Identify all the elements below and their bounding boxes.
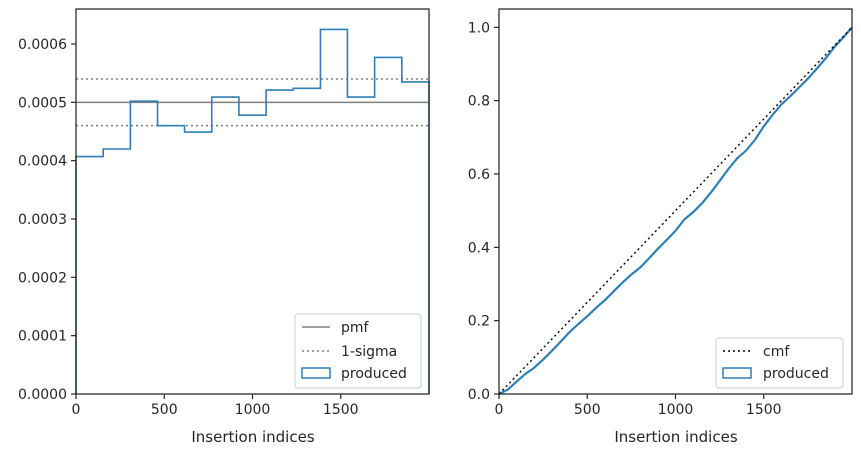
legend-pmf-label: pmf xyxy=(341,320,370,336)
legend-produced-label: produced xyxy=(763,366,829,382)
cmf-x-tick-label: 1500 xyxy=(746,402,782,418)
pmf-y-tick-label: 0.0004 xyxy=(18,154,67,170)
pmf-y-tick-label: 0.0003 xyxy=(18,212,67,228)
cmf-y-tick-label: 1.0 xyxy=(468,20,490,36)
cmf-plot-area xyxy=(498,26,853,395)
pmf-y-tick-label: 0.0006 xyxy=(18,37,67,53)
pmf-histogram-panel: 0 500 1000 1500 0.00000.00010.00020.00030.0… xyxy=(18,8,430,446)
cmf-y-tick-label: 0.2 xyxy=(468,314,490,330)
pmf-x-tick-label: 500 xyxy=(151,402,178,418)
pmf-axes-frame xyxy=(75,8,430,395)
pmf-x-tick-label: 0 xyxy=(72,402,81,418)
produced-cmf-line xyxy=(498,26,853,395)
pmf-x-axis-label: Insertion indices xyxy=(191,428,314,446)
cmf-legend: cmf produced xyxy=(715,337,844,389)
pmf-legend-box xyxy=(294,313,422,389)
cmf-x-tick-label: 0 xyxy=(495,402,504,418)
cmf-x-tick-label: 1000 xyxy=(658,402,694,418)
legend-produced-swatch xyxy=(301,367,331,379)
legend-produced-swatch xyxy=(722,367,752,379)
pmf-x-ticks: 0 500 1000 1500 xyxy=(72,394,359,418)
legend-produced-label: produced xyxy=(341,366,407,382)
cmf-x-tick-label: 500 xyxy=(574,402,601,418)
pmf-x-tick-label: 1000 xyxy=(235,402,271,418)
cmf-y-tick-label: 0.6 xyxy=(468,167,490,183)
legend-cmf-label: cmf xyxy=(763,344,790,360)
pmf-legend: pmf 1-sigma produced xyxy=(294,313,422,389)
pmf-y-tick-label: 0.0002 xyxy=(18,270,67,286)
cmf-x-ticks: 0 500 1000 1500 xyxy=(495,394,782,418)
legend-sigma-label: 1-sigma xyxy=(341,344,397,360)
cmf-x-axis-label: Insertion indices xyxy=(614,428,737,446)
pmf-y-tick-label: 0.0005 xyxy=(18,95,67,111)
cmf-y-tick-label: 0.4 xyxy=(468,240,490,256)
pmf-y-tick-label: 0.0000 xyxy=(18,387,67,403)
cmf-legend-box xyxy=(715,337,844,389)
produced-histogram xyxy=(75,28,430,394)
cmf-y-tick-label: 0.8 xyxy=(468,94,490,110)
pmf-plot-area xyxy=(75,28,430,394)
pmf-y-ticks: 0.0000 0.0001 0.0002 0.0003 0.0004 0.0005 0.00… xyxy=(18,37,76,403)
pmf-y-tick-label: 0.0001 xyxy=(18,329,67,345)
cmf-panel: 0 500 1000 1500 0.0 0.2 0.4 0.6 0.8 1.0 Insertio… xyxy=(468,8,853,446)
cmf-axes-frame xyxy=(498,8,853,395)
cmf-y-tick-label: 0.0 xyxy=(468,387,490,403)
pmf-x-tick-label: 1500 xyxy=(323,402,359,418)
cmf-y-ticks: 0.0 0.2 0.4 0.6 0.8 1.0 xyxy=(468,20,499,403)
